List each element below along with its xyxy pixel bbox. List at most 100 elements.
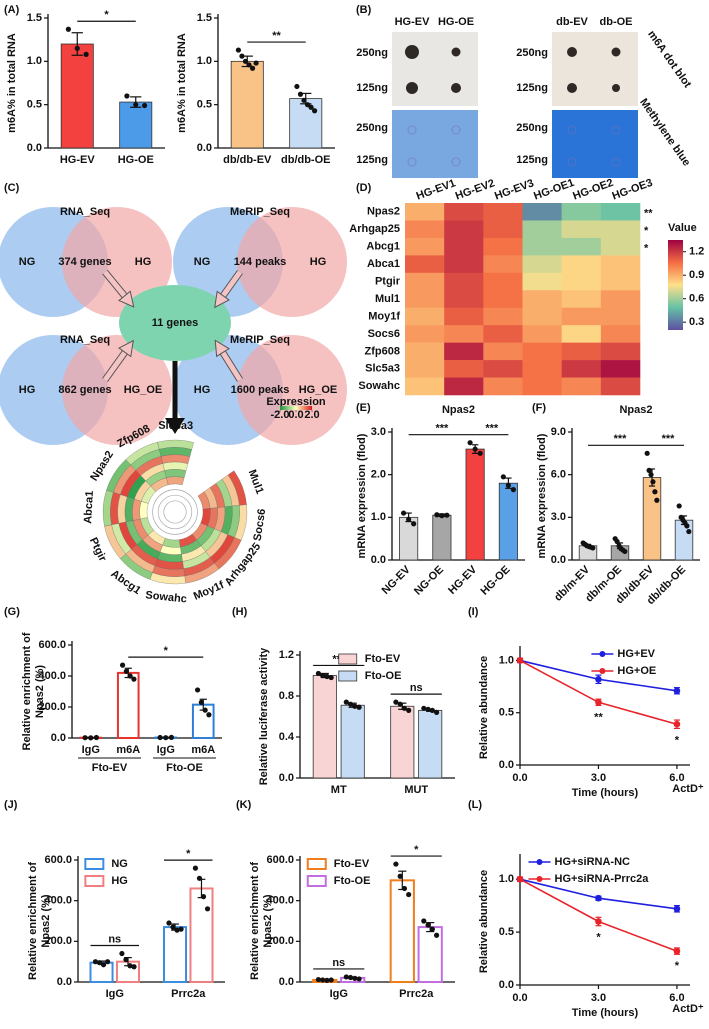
row-label: Ptgir [375,275,401,287]
venn-arrow [102,346,131,382]
heatmap-cell [600,290,641,309]
data-point [393,861,399,867]
circular-cell [166,476,185,486]
data-point [393,699,399,705]
data-point [397,701,403,707]
blot-image [552,32,638,106]
x-tick-label: 0.0 [512,772,527,784]
significance-label: *** [485,423,499,435]
y-tick-label: 0.0 [499,979,514,991]
bar [116,671,140,740]
blot-dot [611,157,621,167]
data-point [425,922,431,928]
y-tick-label: 400.0 [44,895,72,907]
heatmap-cell [561,325,602,343]
venn-left: HG [194,384,211,396]
blot-row: 125ng [516,82,548,94]
data-point [127,673,133,679]
x-tick-label: HG-EV [60,154,96,166]
panel-label: (E) [356,402,371,414]
x-tick-label: 3.0 [591,772,606,784]
data-point [82,735,88,741]
venn-left: NG [194,256,211,268]
heatmap-cell [483,360,523,378]
row-annotation: ** [644,208,653,220]
venn-arrow [103,270,130,302]
data-point [328,977,334,983]
x-tick-label: IgG [82,744,100,756]
significance-label: *** [662,433,676,445]
data-point [644,450,650,456]
y-tick-label: 0.0 [197,142,212,154]
data-point [174,927,180,933]
row-label: Socs6 [368,328,400,340]
bar [418,709,443,779]
y-axis-label: mRNA expression (flod) [536,433,548,558]
x-tick-label: IgG [106,988,124,1000]
blot-row: 125ng [516,154,548,166]
heatmap-cell [405,220,445,239]
y-tick-label: 400.0 [38,670,66,682]
legend-swatch [84,858,105,870]
data-point [206,712,212,718]
heatmap-cell [561,203,602,221]
significance-label: * [164,645,169,657]
blot-row: 125ng [356,82,388,94]
legend-label: HG [111,875,128,887]
data-point [324,977,330,983]
line-marker [595,918,602,925]
heatmap-cell [483,255,523,274]
heatmap-cell [561,272,602,291]
data-point [324,673,330,680]
data-point [406,891,412,898]
x-tick-label: IgG [157,744,175,756]
data-point [315,670,322,677]
y-tick-label: 0.0 [279,976,294,988]
venn-circle [62,207,172,317]
legend-swatch [306,858,327,870]
panel-label: (C) [4,182,20,194]
x-tick-label: 3.0 [591,992,606,1004]
y-tick-label: 0.0 [57,976,72,988]
y-tick-label: 200.0 [38,701,66,713]
heatmap-cell [600,203,641,221]
data-point [157,734,163,741]
blot-column: db-OE [600,16,633,28]
bar [465,448,485,561]
data-point [235,47,242,53]
heatmap-cell [600,255,641,274]
heatmap-cell [444,220,484,239]
data-point [123,957,129,963]
panel-label: (K) [236,799,252,811]
y-tick-label: 0.0 [551,554,566,566]
data-point [684,523,690,529]
y-tick-label: 9.0 [551,426,566,438]
significance-label: ns [332,957,345,969]
heatmap-cell [405,272,445,291]
bar [312,675,337,779]
blot-row: 250ng [356,122,388,134]
colorbar-label: 0.3 [689,316,704,328]
panel-label: (J) [4,799,18,811]
line-marker [516,875,524,883]
blot-dot [612,84,620,92]
blot-row: 125ng [356,154,388,166]
heatmap-cell [600,307,641,326]
line-marker [673,905,681,913]
x-tick-label: HG-OE [479,564,513,598]
data-point [297,91,304,97]
data-point [166,920,172,926]
data-point [133,102,139,108]
legend-label: HG+EV [617,648,655,660]
data-point [356,704,362,710]
y-tick-label: 1.5 [197,12,212,24]
colorbar-label: 0.6 [689,293,704,305]
heatmap-cell [522,325,562,343]
y-tick-label: 0.5 [197,99,212,111]
data-point [328,674,334,681]
x-tick-label: IgG [330,988,348,1000]
y-axis-label: Relative abundance [478,870,490,973]
data-point [131,964,137,970]
blot-column: db-EV [556,16,588,28]
gene-label: Mul1 [246,468,266,496]
